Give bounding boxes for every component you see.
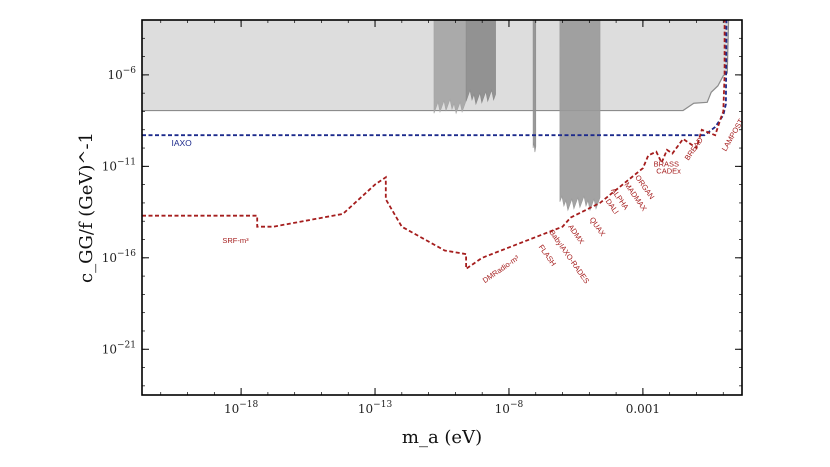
x-tick-label: 0.001 [626,402,660,416]
annotation-label: ADMX [566,223,586,246]
y-tick-label: 10−11 [102,157,136,173]
x-tick-label: 10−18 [224,400,259,416]
plot-frame [141,19,743,396]
annotation-label: BREAD [683,135,706,162]
y-axis-title: c_GG/f (GeV)^-1 [76,132,97,283]
x-tick-label: 10−13 [358,400,393,416]
annotation-label: SRF-m³ [222,236,249,245]
excluded-band [465,20,496,106]
projection-series [142,20,728,271]
annotation-label: IAXO [171,138,192,148]
x-tick-label: 10−8 [495,400,524,416]
axis-ticks: 10−18 10−13 10−8 0.001 10−6 10−11 10−16 10−21 [102,19,742,416]
annotation-label: DMRadio-m³ [481,253,521,285]
excluded-band [559,20,601,212]
series-haloscope-projections [142,20,726,271]
annotation-label: FLASH [537,243,558,268]
y-tick-label: 10−16 [102,249,137,265]
annotation-label: BRASS [654,159,679,168]
y-tick-label: 10−21 [102,340,136,356]
annotation-label: QUAX [588,215,608,238]
annotation-label: CADEx [656,167,681,176]
excluded-band [433,20,467,115]
excluded-regions [142,20,742,212]
excluded-band [532,20,537,153]
x-axis-title: m_a (eV) [402,427,482,448]
y-tick-label: 10−6 [107,66,136,82]
series-iaxo [142,20,728,137]
